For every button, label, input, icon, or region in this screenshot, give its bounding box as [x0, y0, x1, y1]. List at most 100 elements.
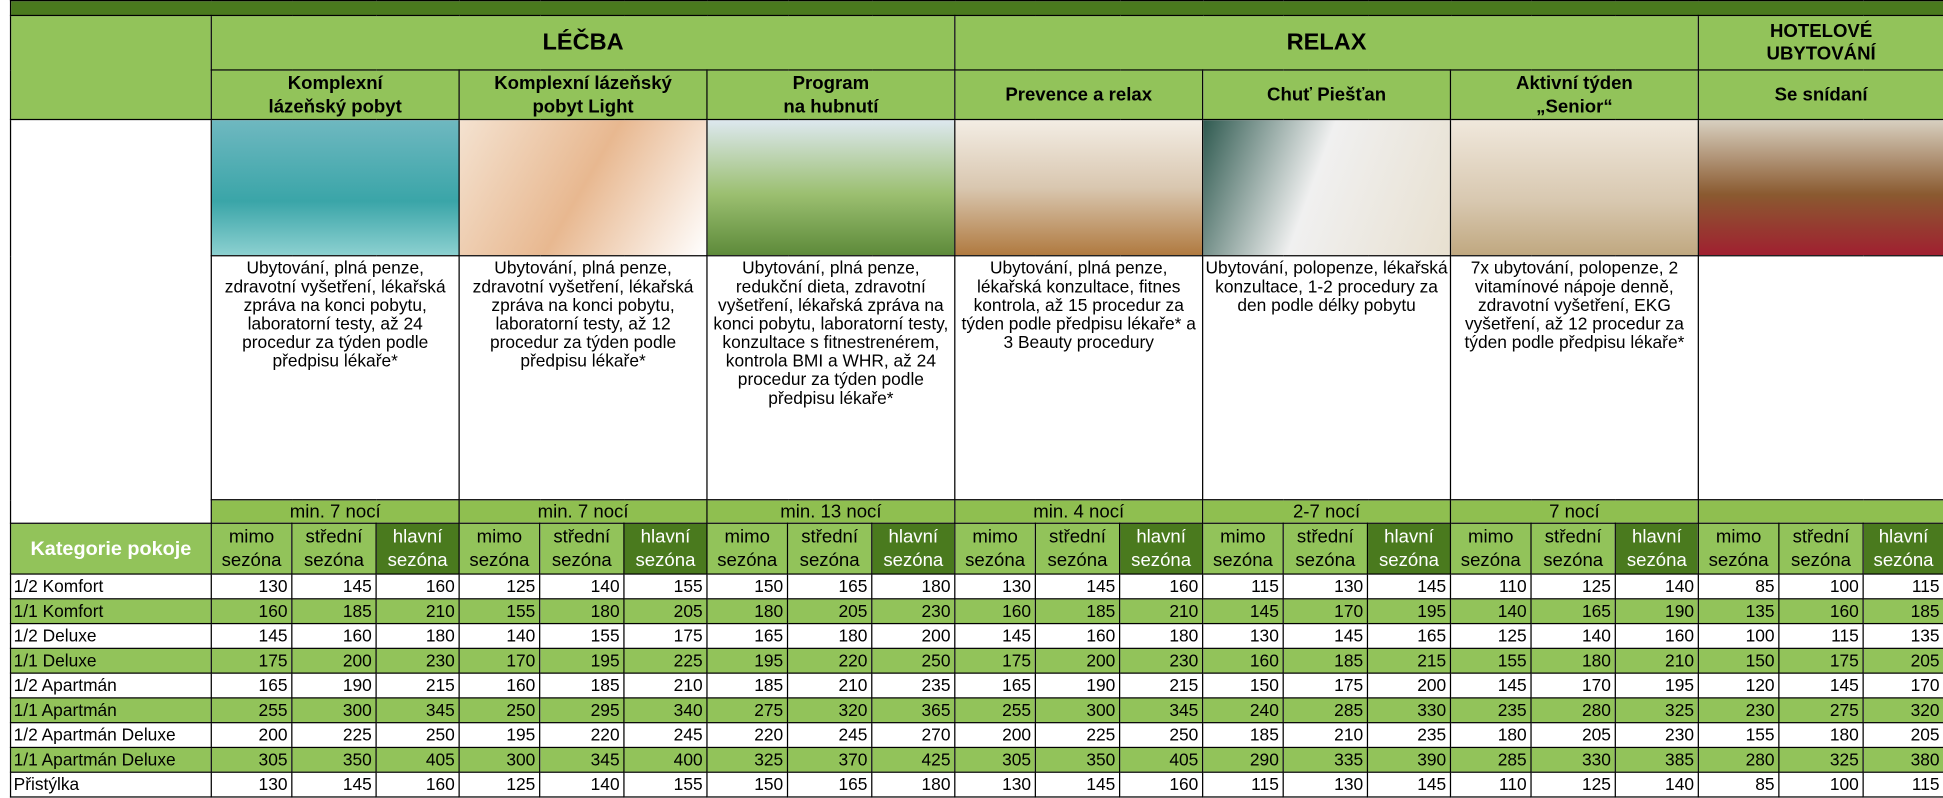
price: 195	[706, 647, 789, 674]
room-category: 1/1 Apartmán	[9, 697, 212, 724]
price: 325	[706, 746, 789, 773]
package-name: Prevence a relax	[954, 69, 1204, 121]
price: 250	[871, 647, 956, 674]
price: 195	[1614, 672, 1699, 699]
price: 130	[210, 771, 293, 798]
price: 305	[210, 746, 293, 773]
room-category: 1/2 Apartmán	[9, 672, 212, 699]
price: 185	[1034, 598, 1121, 625]
package-photo	[706, 118, 956, 257]
min-nights: min. 7 nocí	[458, 499, 708, 524]
price: 145	[1778, 672, 1864, 699]
package-description: Ubytování, plná penze, lékařská konzulta…	[954, 255, 1204, 501]
price: 160	[458, 672, 541, 699]
price: 190	[1614, 598, 1699, 625]
price: 185	[706, 672, 789, 699]
price: 180	[539, 598, 625, 625]
price: 170	[1282, 598, 1369, 625]
price: 180	[375, 622, 460, 649]
package-name: Aktivní týden „Senior“	[1449, 69, 1699, 121]
season-header: mimo sezóna	[706, 522, 789, 575]
season-header: střední sezóna	[786, 522, 873, 575]
price: 215	[375, 672, 460, 699]
table-row: 1/1 Apartmán Deluxe 305 350 405 300 345 400 325…	[9, 746, 1943, 773]
price: 140	[458, 622, 541, 649]
price: 145	[1449, 672, 1532, 699]
table-row	[9, 118, 1943, 524]
price: 110	[1449, 771, 1532, 798]
table-row: 1/2 Komfort 130 145 160 125 140 155 150 165 180 13…	[9, 573, 1943, 600]
price: 215	[1118, 672, 1204, 699]
price: 205	[1862, 647, 1943, 674]
min-nights	[1697, 499, 1943, 524]
package-description: Ubytování, plná penze, zdravotní vyšetře…	[458, 255, 708, 501]
min-nights: 7 nocí	[1449, 499, 1699, 524]
price: 180	[1530, 647, 1616, 674]
price: 125	[1530, 573, 1616, 600]
price: 185	[1202, 722, 1284, 749]
price: 285	[1282, 697, 1369, 724]
group-header: LÉČBA	[210, 14, 956, 71]
price: 130	[1202, 622, 1284, 649]
season-header: střední sezóna	[539, 522, 625, 575]
package-photo	[210, 118, 460, 257]
price: 200	[210, 722, 293, 749]
price: 225	[623, 647, 708, 674]
price: 215	[1366, 647, 1452, 674]
room-category: 1/2 Apartmán Deluxe	[9, 722, 212, 749]
price: 275	[1778, 697, 1864, 724]
season-header: mimo sezóna	[210, 522, 293, 575]
season-header: hlavní sezóna	[375, 522, 460, 575]
price: 155	[539, 622, 625, 649]
price-table: LÉČBA RELAX HOTELOVÉ UBYTOVÁNÍ Komplexní lá…	[9, 0, 1943, 798]
table-row: 1/2 Apartmán 165 190 215 160 185 210 185 210 235 1…	[9, 672, 1943, 699]
price: 145	[1366, 771, 1452, 798]
price: 290	[1202, 746, 1284, 773]
price: 220	[786, 647, 873, 674]
group-header: HOTELOVÉ UBYTOVÁNÍ	[1697, 14, 1943, 71]
price: 200	[291, 647, 377, 674]
price: 160	[954, 598, 1036, 625]
price: 130	[1282, 771, 1369, 798]
price: 170	[458, 647, 541, 674]
price: 195	[539, 647, 625, 674]
price: 155	[1697, 722, 1780, 749]
price: 100	[1778, 771, 1864, 798]
table-row: Přistýlka 130 145 160 125 140 155 150 165 180 130 1…	[9, 771, 1943, 798]
price: 285	[1449, 746, 1532, 773]
price: 145	[1366, 573, 1452, 600]
price: 140	[539, 771, 625, 798]
price: 405	[375, 746, 460, 773]
price: 165	[706, 622, 789, 649]
price: 130	[954, 573, 1036, 600]
price: 190	[1034, 672, 1121, 699]
table-row: min. 7 nocí min. 7 nocí min. 13 nocí min. 4…	[11, 499, 1943, 524]
photo	[956, 120, 1202, 255]
price: 230	[871, 598, 956, 625]
price: 210	[786, 672, 873, 699]
price: 400	[623, 746, 708, 773]
room-category: 1/1 Komfort	[9, 598, 212, 625]
price: 200	[871, 622, 956, 649]
season-header: hlavní sezóna	[1118, 522, 1204, 575]
price: 130	[1282, 573, 1369, 600]
table-row: 1/2 Deluxe 145 160 180 140 155 175 165 180 200 145…	[9, 622, 1943, 649]
price: 155	[623, 573, 708, 600]
corner-cell	[9, 14, 212, 121]
price: 145	[1282, 622, 1369, 649]
price: 130	[210, 573, 293, 600]
price: 115	[1202, 573, 1284, 600]
price: 210	[623, 672, 708, 699]
price: 125	[458, 771, 541, 798]
season-header: střední sezóna	[1034, 522, 1121, 575]
price: 150	[1697, 647, 1780, 674]
package-description: Ubytování, plná penze, zdravotní vyšetře…	[210, 255, 460, 501]
price: 340	[623, 697, 708, 724]
price: 160	[291, 622, 377, 649]
price: 425	[871, 746, 956, 773]
price: 305	[954, 746, 1036, 773]
photo	[1203, 120, 1450, 255]
price: 180	[786, 622, 873, 649]
price: 350	[291, 746, 377, 773]
photo	[708, 120, 954, 255]
